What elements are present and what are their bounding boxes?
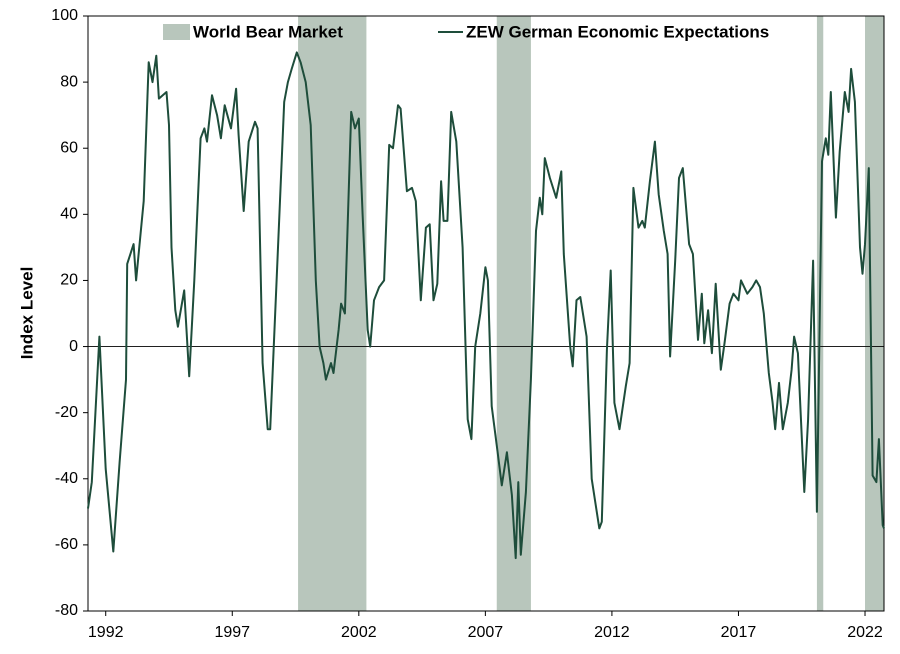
legend-label: World Bear Market (193, 22, 343, 41)
y-tick-label: 40 (60, 206, 78, 223)
series-line (87, 51, 885, 560)
bear-market-band (865, 16, 884, 611)
y-tick-label: -60 (55, 536, 78, 553)
legend-swatch (163, 24, 190, 40)
y-tick-label: 100 (51, 7, 78, 24)
y-tick-label: 0 (69, 338, 78, 355)
y-tick-label: 60 (60, 139, 78, 156)
plot-frame (87, 15, 885, 612)
y-tick-label: -80 (55, 602, 78, 619)
y-tick-label: -20 (55, 404, 78, 421)
x-tick-label: 2022 (847, 624, 883, 641)
y-tick-label: 80 (60, 73, 78, 90)
x-tick-label: 2017 (721, 624, 757, 641)
x-tick-label: 1992 (88, 624, 124, 641)
x-tick-label: 1997 (214, 624, 250, 641)
x-tick-label: 2012 (594, 624, 630, 641)
y-tick-label: 20 (60, 272, 78, 289)
y-tick-label: -40 (55, 470, 78, 487)
legend-label: ZEW German Economic Expectations (466, 22, 769, 41)
x-tick-label: 2007 (468, 624, 504, 641)
x-tick-label: 2002 (341, 624, 377, 641)
y-axis-label: Index Level (17, 267, 36, 360)
